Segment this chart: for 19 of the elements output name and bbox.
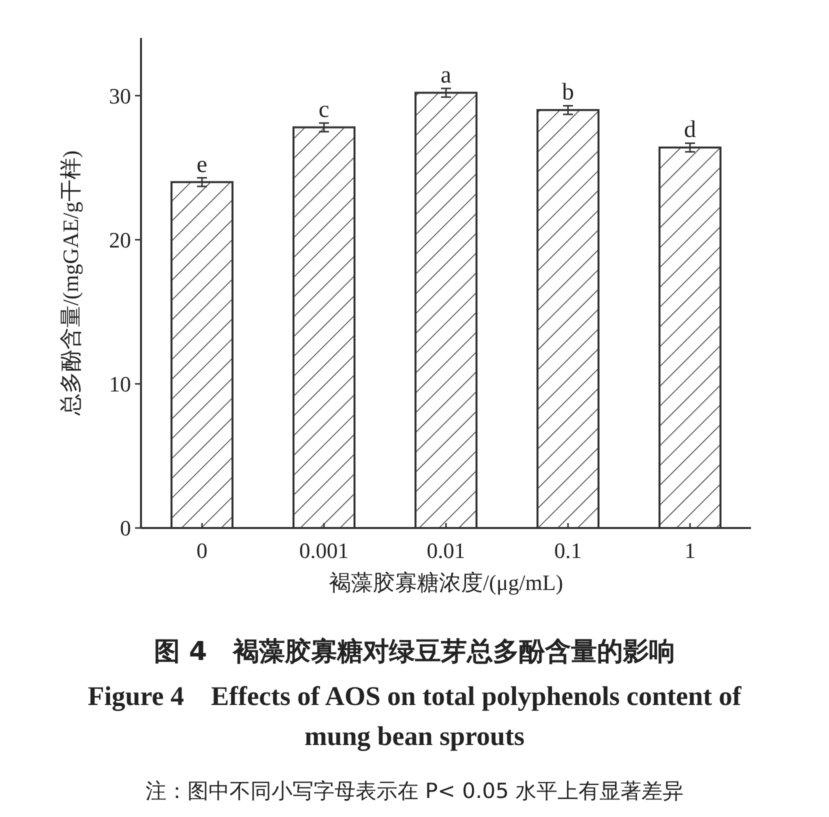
y-tick-label: 10 [109, 372, 131, 397]
annotation: a [440, 62, 452, 88]
annotation: d [684, 117, 696, 144]
x-tick-label: 0.001 [299, 538, 349, 563]
x-axis-title: 褐藻胶寡糖浓度/(μg/mL) [328, 570, 564, 595]
y-axis-title: 总多酚含量/(mgGAE/g干样) [58, 150, 83, 417]
text: 图 4 褐藻胶寡糖对绿豆芽总多酚含量的影响 [154, 637, 676, 667]
text: Figure 4 Effects of AOS on total polyphenols content of mung bean sprouts [86, 680, 742, 753]
annotation: b [562, 80, 574, 106]
y-tick-label: 30 [109, 83, 131, 108]
x-tick-label: 0 [196, 538, 208, 563]
annotation: c [318, 97, 330, 124]
text: 注：图中不同小写字母表示在 P< 0.05 水平上有显著差异 [145, 779, 684, 803]
x-tick-label: 0.01 [426, 538, 466, 563]
y-tick-label: 20 [109, 227, 131, 252]
annotation: e [196, 152, 208, 178]
y-tick-label: 0 [120, 516, 131, 541]
x-tick-label: 1 [684, 538, 696, 563]
x-tick-label: 0.1 [554, 538, 582, 563]
